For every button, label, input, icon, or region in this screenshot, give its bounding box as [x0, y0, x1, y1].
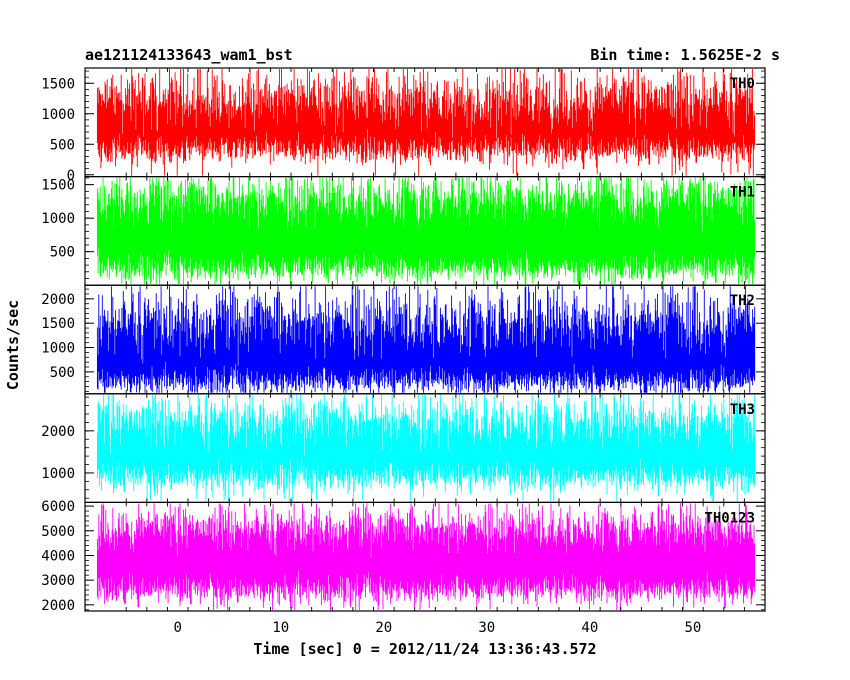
y-tick-label: 2000 — [41, 292, 75, 308]
series-th2 — [96, 286, 756, 393]
y-tick-label: 500 — [50, 137, 75, 153]
panel-th3: 1000 2000 TH3 — [41, 393, 766, 503]
panel-th0123: 2000 3000 4000 5000 6000 TH0123 — [41, 499, 766, 614]
y-tick-label: 6000 — [41, 499, 75, 515]
x-tick-label: 40 — [581, 620, 598, 636]
y-tick-label: 1500 — [41, 178, 75, 194]
x-tick-label: 50 — [684, 620, 701, 636]
y-tick-label: 1000 — [41, 341, 75, 357]
series-th1 — [96, 177, 756, 285]
y-tick-label: 1500 — [41, 316, 75, 332]
series-th0123 — [96, 503, 756, 610]
panel-th1: 500 1000 1500 TH1 — [41, 176, 766, 286]
y-axis-label: Counts/sec — [4, 300, 22, 390]
panel-label: TH3 — [730, 402, 755, 418]
y-tick-label: 1500 — [41, 76, 75, 92]
panel-frame — [84, 501, 766, 612]
x-axis-label: Time [sec] 0 = 2012/11/24 13:36:43.572 — [253, 640, 596, 658]
x-tick-label: 10 — [272, 620, 289, 636]
y-tick-label: 3000 — [41, 573, 75, 589]
y-tick-label: 4000 — [41, 548, 75, 564]
x-tick-label: 0 — [174, 620, 182, 636]
chart-title-left: ae121124133643_wam1_bst — [85, 46, 293, 64]
panel-label: TH2 — [730, 293, 755, 309]
y-tick-label: 500 — [50, 365, 75, 381]
x-tick-label: 30 — [478, 620, 495, 636]
y-tick-label: 1000 — [41, 466, 75, 482]
panels-group: 0 500 1000 1500 TH0 500 1000 1500 TH1 500 1000 1500… — [41, 67, 766, 614]
y-tick-label: 500 — [50, 245, 75, 261]
y-tick-label: 5000 — [41, 524, 75, 540]
x-axis: 0 10 20 30 40 50 — [174, 620, 702, 636]
y-tick-label: 1000 — [41, 107, 75, 123]
chart-title-right: Bin time: 1.5625E-2 s — [590, 46, 780, 64]
panel-th0: 0 500 1000 1500 TH0 — [41, 67, 766, 184]
series-th0 — [96, 69, 756, 176]
y-tick-label: 2000 — [41, 598, 75, 614]
panel-label: TH1 — [730, 185, 755, 201]
y-tick-label: 1000 — [41, 211, 75, 227]
panel-label: TH0 — [730, 76, 755, 92]
panel-label: TH0123 — [704, 510, 755, 526]
y-tick-label: 0 — [67, 168, 75, 184]
y-tick-label: 2000 — [41, 424, 75, 440]
panel-th2: 500 1000 1500 2000 TH2 — [41, 284, 766, 395]
series-th3 — [96, 394, 756, 502]
x-tick-label: 20 — [375, 620, 392, 636]
